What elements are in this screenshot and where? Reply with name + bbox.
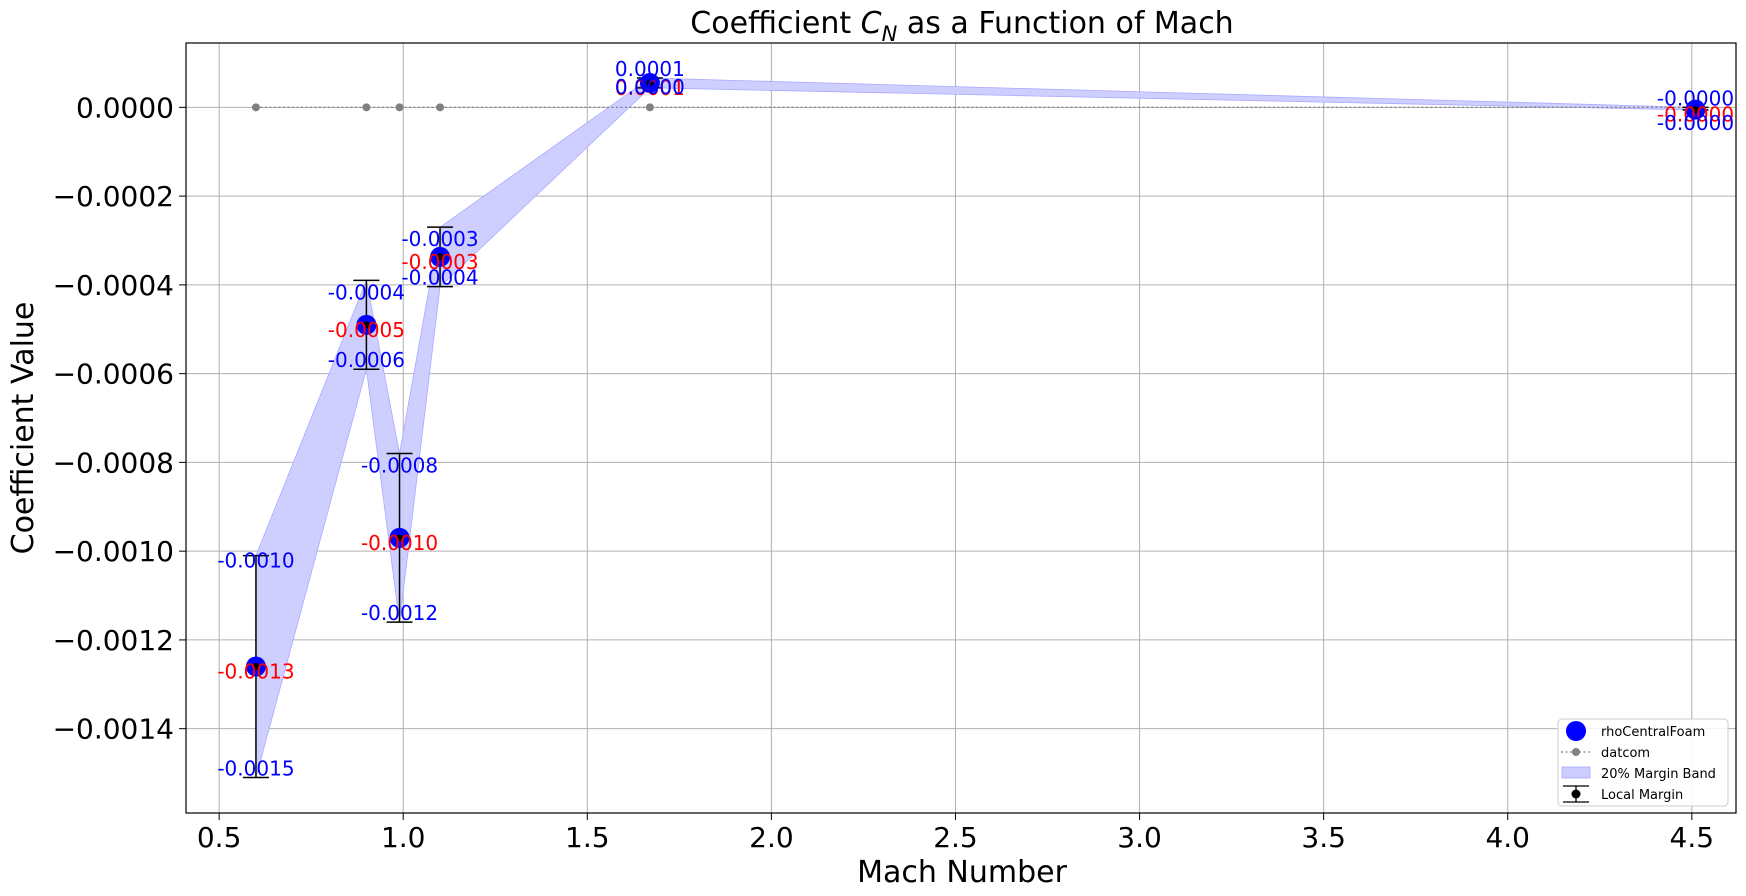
legend-label: 20% Margin Band [1601, 767, 1716, 782]
rho-point-center [362, 321, 370, 329]
y-tick-label: −0.0008 [53, 446, 174, 479]
legend-label: Local Margin [1601, 788, 1683, 803]
margin-annotation: -0.0004 [328, 280, 405, 304]
x-tick-label: 2.5 [933, 821, 978, 854]
rho-point-center [1692, 106, 1700, 114]
margin-annotation: -0.0000 [1657, 86, 1734, 110]
datcom-point [645, 103, 654, 112]
title-symbol: C [861, 6, 882, 41]
x-tick-label: 1.0 [381, 821, 426, 854]
value-annotation: -0.0013 [217, 660, 294, 684]
value-annotation: -0.0005 [328, 318, 405, 342]
y-tick-label: −0.0012 [53, 624, 174, 657]
margin-annotation: -0.0004 [401, 266, 478, 290]
chart-title: Coefficient CN as a Function of Mach [690, 6, 1233, 46]
rho-point-center [396, 534, 404, 542]
legend-dot-icon [1572, 748, 1580, 756]
rho-series-layer [245, 72, 1706, 677]
legend: rhoCentralFoam datcom 20% Margin Band Local… [1557, 718, 1729, 807]
x-tick-label: 3.0 [1117, 821, 1162, 854]
title-subscript: N [882, 22, 898, 46]
rho-point-center [436, 253, 444, 261]
margin-annotation: -0.0006 [328, 348, 405, 372]
x-tick-label: 2.0 [749, 821, 794, 854]
rho-point-center [252, 663, 260, 671]
margin-annotation: -0.0012 [361, 601, 438, 625]
legend-patch-icon [1561, 766, 1591, 779]
y-axis-ticks: 0.0000 −0.0002 −0.0004 −0.0006 −0.0008 −0.001… [53, 91, 186, 746]
margin-annotation: 0.0001 [615, 57, 685, 81]
legend-label: rhoCentralFoam [1601, 725, 1705, 740]
x-tick-label: 3.5 [1301, 821, 1346, 854]
x-tick-label: 0.5 [197, 821, 242, 854]
y-tick-label: −0.0014 [53, 713, 174, 746]
margin-annotation: -0.0000 [1657, 111, 1734, 135]
grid [186, 43, 1736, 813]
legend-marker-icon [1566, 721, 1586, 741]
value-annotation: 0.0001 [615, 76, 685, 100]
title-suffix: as a Function of Mach [897, 6, 1233, 41]
margin-annotation: 0.0000 [615, 75, 685, 99]
plot-frame [185, 42, 1737, 814]
value-annotation: -0.0003 [401, 250, 478, 274]
x-axis-ticks: 0.5 1.0 1.5 2.0 2.5 3.0 3.5 4.0 4.5 [197, 813, 1714, 854]
x-tick-label: 4.5 [1670, 821, 1715, 854]
datcom-point [362, 103, 371, 112]
legend-errorbar-dot-icon [1571, 789, 1581, 799]
value-annotation: -0.0000 [1657, 103, 1734, 127]
title-prefix: Coefficient [690, 6, 860, 41]
datcom-point [395, 103, 404, 112]
y-tick-label: −0.0006 [53, 358, 174, 391]
margin-annotation: -0.0010 [217, 549, 294, 573]
rho-point-center [646, 79, 654, 87]
margin-annotation: -0.0008 [361, 454, 438, 478]
margin-annotation: -0.0003 [401, 227, 478, 251]
value-annotation: -0.0010 [361, 531, 438, 555]
x-axis-title: Mach Number [857, 855, 1067, 890]
x-tick-label: 4.0 [1485, 821, 1530, 854]
y-tick-label: −0.0004 [53, 269, 174, 302]
datcom-point [251, 103, 260, 112]
x-tick-label: 1.5 [565, 821, 610, 854]
y-tick-label: −0.0002 [53, 180, 174, 213]
margin-annotation: -0.0015 [217, 756, 294, 780]
annotation-layer: -0.0010 -0.0013 -0.0015 -0.0004 -0.0005 -0.00… [217, 57, 1734, 780]
y-tick-label: 0.0000 [76, 91, 174, 124]
legend-frame [1557, 718, 1729, 807]
y-axis-title: Coefficient Value [6, 302, 41, 555]
legend-label: datcom [1601, 746, 1650, 761]
datcom-point [436, 103, 445, 112]
y-tick-label: −0.0010 [53, 535, 174, 568]
